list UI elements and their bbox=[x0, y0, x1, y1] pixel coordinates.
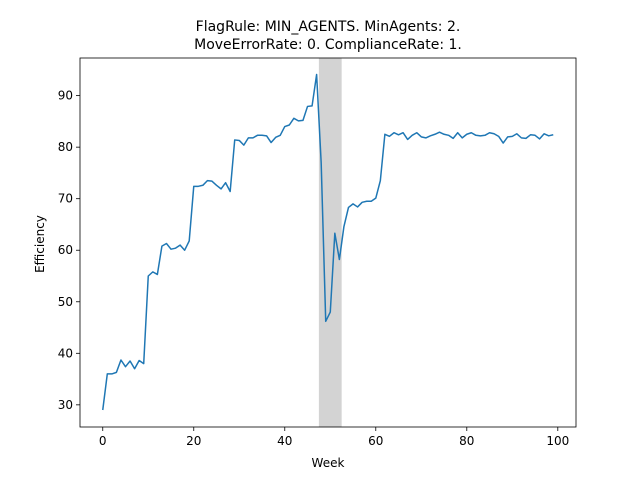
y-tick-label: 90 bbox=[58, 89, 73, 103]
y-axis-ticks: 30 40 50 60 70 80 90 bbox=[58, 89, 80, 412]
shaded-region bbox=[318, 58, 342, 427]
plot-area bbox=[79, 57, 577, 428]
x-tick-label: 100 bbox=[546, 434, 569, 448]
x-tick-label: 80 bbox=[459, 434, 474, 448]
x-axis-ticks: 0 20 40 60 80 100 bbox=[99, 427, 569, 448]
y-tick-label: 70 bbox=[58, 192, 73, 206]
y-tick-label: 30 bbox=[58, 398, 73, 412]
y-tick-label: 50 bbox=[58, 295, 73, 309]
x-tick-label: 40 bbox=[277, 434, 292, 448]
chart-title-line-2: MoveErrorRate: 0. ComplianceRate: 1. bbox=[194, 37, 462, 53]
y-tick-label: 60 bbox=[58, 243, 73, 257]
y-axis-label: Efficiency bbox=[33, 215, 47, 273]
y-tick-label: 40 bbox=[58, 346, 73, 360]
x-tick-label: 60 bbox=[368, 434, 383, 448]
x-axis-label: Week bbox=[312, 456, 345, 470]
chart-title-line-1: FlagRule: MIN_AGENTS. MinAgents: 2. bbox=[196, 19, 461, 35]
x-tick-label: 0 bbox=[99, 434, 107, 448]
series-line bbox=[102, 73, 554, 411]
x-tick-label: 20 bbox=[186, 434, 201, 448]
axes-frame bbox=[79, 57, 577, 428]
y-tick-label: 80 bbox=[58, 140, 73, 154]
